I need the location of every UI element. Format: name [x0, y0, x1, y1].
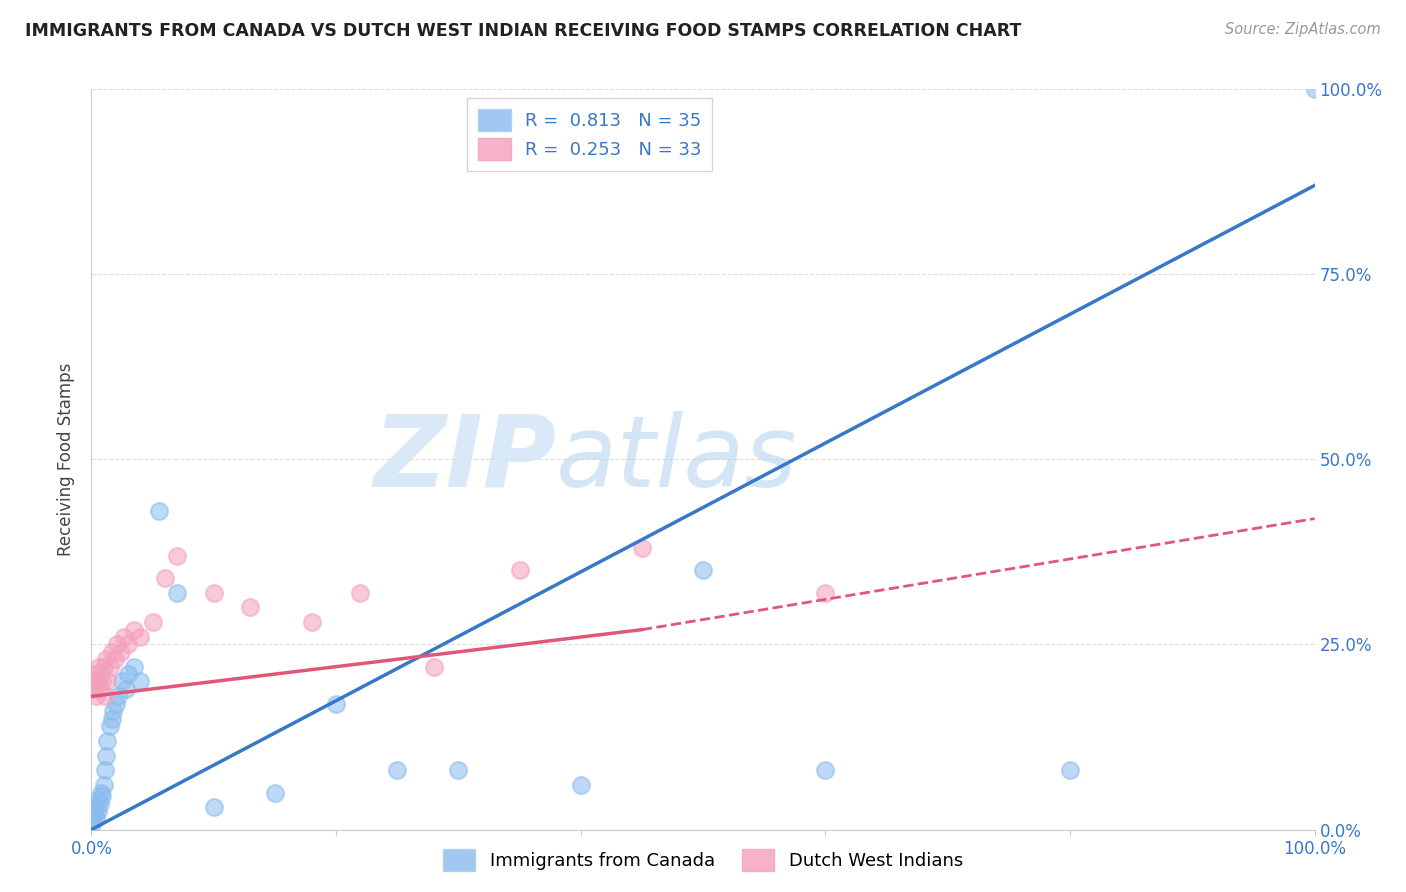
Point: [692, 564, 714, 578]
Point: [141, 615, 163, 630]
Point: [104, 652, 127, 666]
Point: [105, 637, 128, 651]
Point: [107, 690, 129, 704]
Point: [1303, 82, 1326, 96]
Point: [814, 764, 837, 778]
Point: [114, 681, 136, 696]
Legend: Immigrants from Canada, Dutch West Indians: Immigrants from Canada, Dutch West India…: [436, 842, 970, 879]
Point: [104, 697, 127, 711]
Point: [101, 645, 124, 659]
Point: [117, 667, 139, 681]
Point: [83, 674, 105, 689]
Point: [202, 585, 225, 599]
Point: [101, 712, 124, 726]
Point: [98, 659, 121, 673]
Point: [325, 697, 347, 711]
Point: [166, 549, 188, 563]
Point: [98, 719, 121, 733]
Point: [84, 690, 107, 704]
Point: [86, 804, 108, 818]
Point: [569, 778, 592, 792]
Point: [301, 615, 323, 630]
Point: [122, 659, 145, 673]
Legend: R =  0.813   N = 35, R =  0.253   N = 33: R = 0.813 N = 35, R = 0.253 N = 33: [467, 98, 713, 171]
Text: ZIP: ZIP: [373, 411, 557, 508]
Point: [83, 807, 105, 822]
Point: [166, 585, 188, 599]
Point: [117, 637, 139, 651]
Text: IMMIGRANTS FROM CANADA VS DUTCH WEST INDIAN RECEIVING FOOD STAMPS CORRELATION CH: IMMIGRANTS FROM CANADA VS DUTCH WEST IND…: [25, 22, 1022, 40]
Point: [87, 793, 110, 807]
Y-axis label: Receiving Food Stamps: Receiving Food Stamps: [58, 363, 76, 556]
Point: [447, 764, 470, 778]
Point: [153, 571, 176, 585]
Point: [110, 645, 132, 659]
Point: [96, 733, 118, 747]
Point: [90, 786, 112, 800]
Point: [122, 623, 145, 637]
Point: [89, 681, 111, 696]
Point: [349, 585, 371, 599]
Point: [82, 815, 104, 830]
Point: [94, 748, 117, 763]
Point: [87, 659, 110, 673]
Point: [129, 674, 152, 689]
Point: [90, 667, 112, 681]
Point: [631, 541, 654, 556]
Point: [148, 504, 170, 518]
Point: [84, 800, 107, 814]
Point: [385, 764, 409, 778]
Point: [91, 789, 114, 804]
Point: [84, 667, 107, 681]
Point: [129, 630, 152, 644]
Point: [94, 764, 117, 778]
Point: [84, 812, 107, 826]
Point: [94, 652, 117, 666]
Point: [1059, 764, 1081, 778]
Point: [509, 564, 531, 578]
Point: [89, 797, 111, 811]
Point: [103, 704, 125, 718]
Point: [111, 674, 134, 689]
Point: [423, 659, 446, 673]
Text: Source: ZipAtlas.com: Source: ZipAtlas.com: [1225, 22, 1381, 37]
Point: [96, 674, 118, 689]
Text: atlas: atlas: [557, 411, 797, 508]
Point: [94, 690, 117, 704]
Point: [239, 600, 262, 615]
Point: [202, 800, 225, 814]
Point: [93, 778, 115, 792]
Point: [82, 681, 104, 696]
Point: [93, 659, 115, 673]
Point: [112, 630, 135, 644]
Point: [91, 674, 114, 689]
Point: [86, 674, 108, 689]
Point: [814, 585, 837, 599]
Point: [264, 786, 287, 800]
